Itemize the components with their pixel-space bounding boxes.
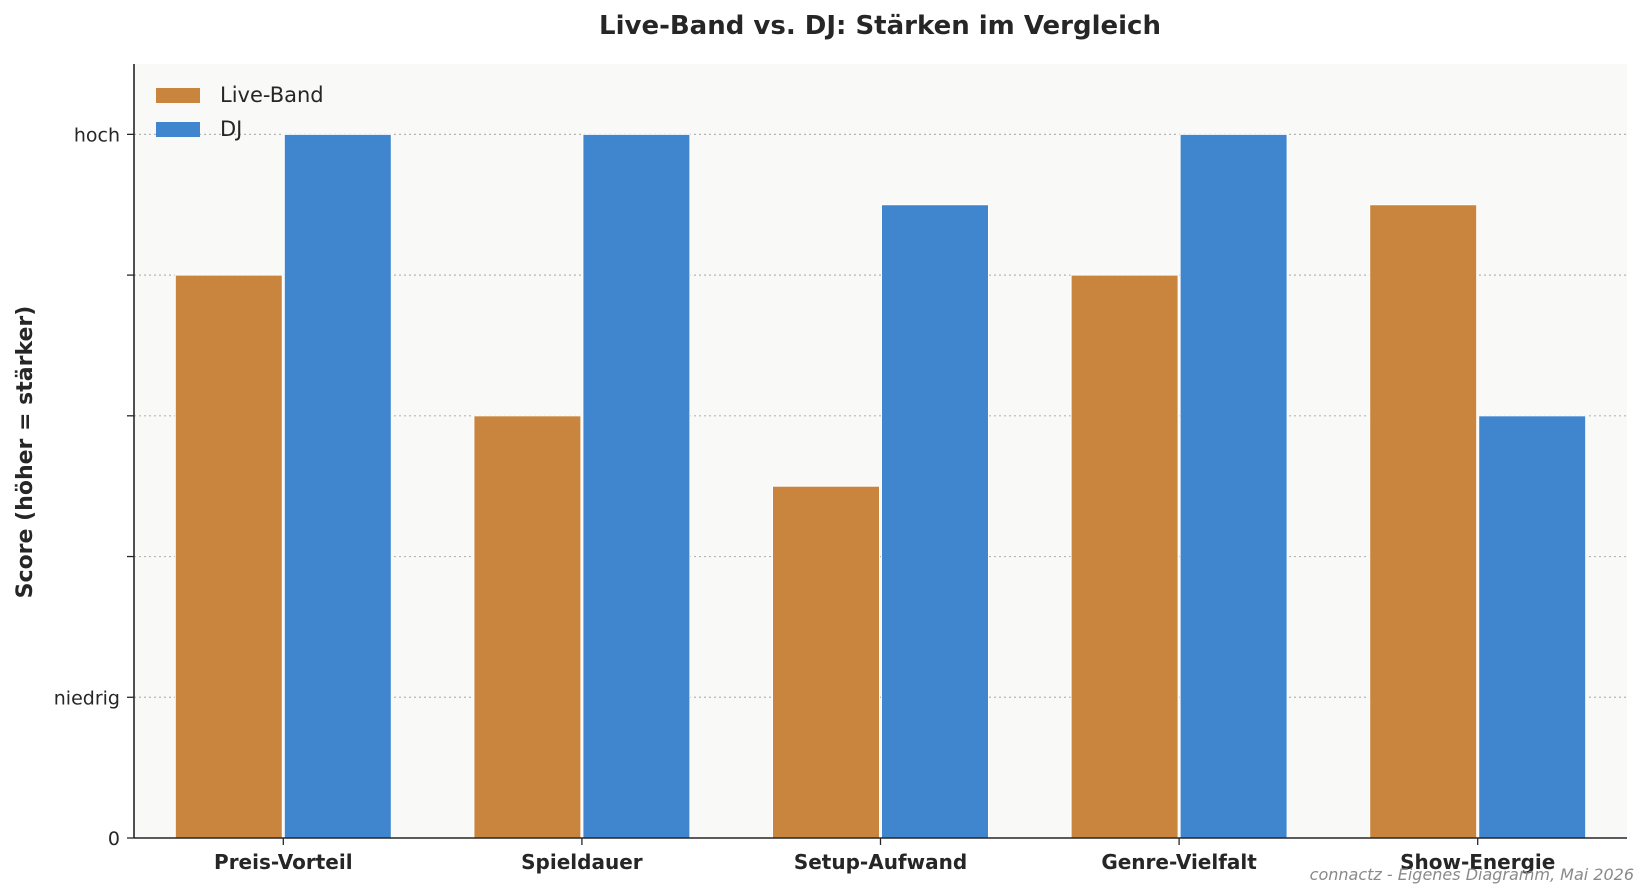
- bar-dj-4: [1179, 133, 1288, 839]
- credit-text: connactz - Eigenes Diagramm, Mai 2026: [1310, 865, 1634, 884]
- legend-swatch: [156, 122, 200, 137]
- legend: Live-Band DJ: [156, 83, 324, 141]
- x-tick-label: Spieldauer: [521, 850, 643, 874]
- bar-live-band-5: [1369, 204, 1478, 839]
- x-tick-label: Show-Energie: [1400, 850, 1555, 874]
- x-tick-label: Genre-Vielfalt: [1101, 850, 1257, 874]
- y-tick-label: niedrig: [54, 687, 120, 709]
- y-ticks: 0 niedrig hoch: [54, 124, 134, 850]
- bar-live-band-1: [174, 274, 283, 839]
- legend-label: Live-Band: [220, 83, 324, 107]
- bar-live-band-2: [473, 415, 582, 839]
- legend-swatch: [156, 88, 200, 103]
- legend-label: DJ: [220, 117, 242, 141]
- bar-live-band-3: [772, 485, 880, 839]
- bar-dj-5: [1478, 415, 1587, 839]
- bar-dj-3: [881, 204, 989, 839]
- x-tick-label: Setup-Aufwand: [794, 850, 967, 874]
- bars: [174, 133, 1587, 839]
- bar-live-band-4: [1070, 274, 1179, 839]
- y-tick-label: 0: [108, 828, 120, 850]
- bar-dj-2: [582, 133, 691, 839]
- bar-dj-1: [283, 133, 392, 839]
- gridlines: [134, 133, 1627, 698]
- y-axis-label: Score (höher = stärker): [13, 306, 38, 599]
- chart-title: Live-Band vs. DJ: Stärken im Vergleich: [599, 11, 1161, 41]
- y-tick-label: hoch: [74, 124, 120, 146]
- x-ticks: Preis-Vorteil Spieldauer Setup-Aufwand Genr…: [214, 838, 1555, 874]
- x-tick-label: Preis-Vorteil: [214, 850, 353, 874]
